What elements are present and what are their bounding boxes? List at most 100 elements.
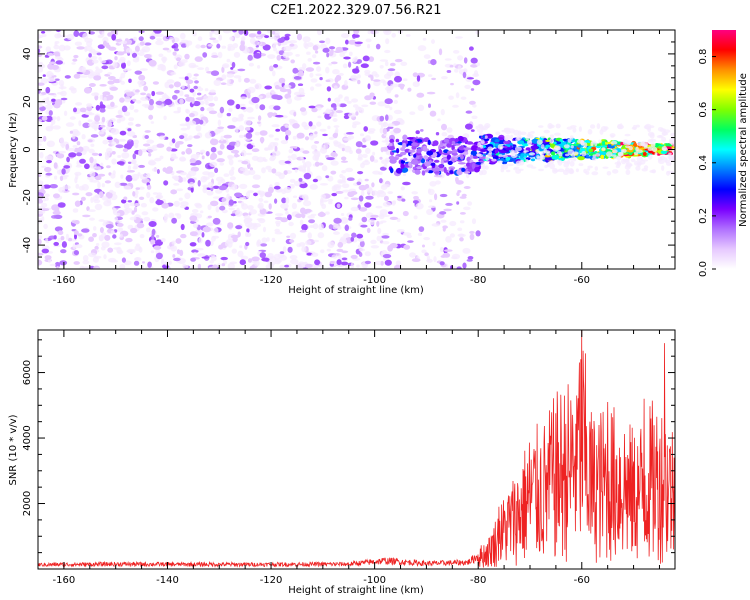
heatmap-cell xyxy=(282,51,290,59)
heatmap-cell xyxy=(325,79,331,83)
heatmap-cell xyxy=(327,125,331,130)
heatmap-cell xyxy=(591,171,599,176)
heatmap-cell xyxy=(303,125,310,130)
heatmap-cell xyxy=(351,98,359,103)
heatmap-cell xyxy=(65,122,75,127)
heatmap-cell xyxy=(544,164,548,169)
heatmap-cell xyxy=(426,208,434,216)
heatmap-cell xyxy=(271,124,280,128)
heatmap-cell xyxy=(421,249,427,254)
heatmap-cell xyxy=(180,127,188,131)
heatmap-cell xyxy=(387,126,394,129)
heatmap-cell xyxy=(654,152,658,156)
heatmap-cell xyxy=(371,71,378,77)
heatmap-cell xyxy=(485,125,490,129)
heatmap-cell xyxy=(58,44,66,52)
heatmap-cell xyxy=(243,77,250,83)
heatmap-cell xyxy=(175,238,182,244)
heatmap-cell xyxy=(472,104,477,108)
heatmap-cell xyxy=(350,74,358,81)
heatmap-cell xyxy=(51,98,56,103)
heatmap-cell xyxy=(212,217,221,225)
heatmap-cell xyxy=(205,239,211,247)
heatmap-cell xyxy=(227,125,236,129)
heatmap-cell xyxy=(43,223,48,230)
heatmap-cell xyxy=(462,262,467,269)
heatmap-cell xyxy=(77,233,83,237)
heatmap-cell xyxy=(290,258,299,265)
heatmap-cell xyxy=(237,250,244,258)
heatmap-cell xyxy=(528,152,536,156)
heatmap-cell xyxy=(308,121,313,127)
heatmap-cell xyxy=(123,203,130,209)
heatmap-cell xyxy=(133,139,140,145)
heatmap-cell xyxy=(226,58,231,63)
heatmap-cell xyxy=(221,263,226,267)
heatmap-cell xyxy=(68,152,77,158)
heatmap-cell xyxy=(416,166,423,170)
heatmap-cell xyxy=(289,43,295,47)
heatmap-cell xyxy=(246,143,254,150)
heatmap-cell xyxy=(141,211,149,216)
heatmap-cell xyxy=(52,210,61,215)
heatmap-cell xyxy=(257,36,262,40)
heatmap-cell xyxy=(330,152,337,157)
heatmap-cell xyxy=(442,157,448,161)
heatmap-cell xyxy=(252,174,261,180)
heatmap-cell xyxy=(119,130,127,136)
heatmap-cell xyxy=(526,134,531,137)
heatmap-cell xyxy=(439,246,444,253)
heatmap-cell xyxy=(394,75,402,83)
heatmap-cell xyxy=(476,154,484,158)
heatmap-cell xyxy=(201,232,205,238)
heatmap-cell xyxy=(391,200,396,206)
heatmap-cell xyxy=(101,116,106,123)
heatmap-cell xyxy=(38,82,45,86)
heatmap-cell xyxy=(170,71,177,76)
heatmap-cell xyxy=(283,186,292,194)
heatmap-cell xyxy=(106,147,113,154)
heatmap-cell xyxy=(325,66,330,74)
heatmap-cell xyxy=(97,34,104,39)
heatmap-cell xyxy=(273,185,281,190)
heatmap-cell xyxy=(292,67,299,74)
heatmap-cell xyxy=(389,216,399,220)
heatmap-cell xyxy=(305,240,312,246)
heatmap-cell xyxy=(46,97,50,101)
heatmap-cell xyxy=(335,127,339,134)
heatmap-cell xyxy=(272,70,276,77)
colorbar-tick-label: 0.8 xyxy=(698,49,709,65)
heatmap-cell xyxy=(197,180,201,187)
heatmap-cell xyxy=(431,39,435,44)
heatmap-cell xyxy=(231,248,237,254)
heatmap-cell xyxy=(185,265,189,269)
heatmap-cell xyxy=(201,155,205,160)
heatmap-cell xyxy=(136,222,145,229)
heatmap-cell xyxy=(214,128,222,134)
heatmap-cell xyxy=(382,232,389,236)
heatmap-cell xyxy=(328,63,333,66)
heatmap-cell xyxy=(172,51,177,56)
heatmap-cell xyxy=(258,197,264,202)
heatmap-cell xyxy=(647,146,654,151)
heatmap-cell xyxy=(351,34,360,38)
heatmap-cell xyxy=(195,44,201,49)
heatmap-cell xyxy=(101,183,105,188)
heatmap-cell xyxy=(377,101,387,107)
heatmap-cell xyxy=(478,132,484,136)
heatmap-cell xyxy=(439,193,448,198)
heatmap-cell xyxy=(367,44,371,49)
heatmap-cell xyxy=(39,106,46,112)
heatmap-cell xyxy=(159,155,164,160)
x-tick-label: -80 xyxy=(470,575,486,586)
heatmap-cell xyxy=(422,244,425,248)
heatmap-cell xyxy=(291,202,297,210)
heatmap-cell xyxy=(172,94,178,100)
heatmap-cell xyxy=(448,166,456,170)
heatmap-cell xyxy=(207,171,215,178)
x-tick-label: -140 xyxy=(156,275,179,286)
heatmap-cell xyxy=(156,38,162,41)
heatmap-cell xyxy=(364,178,369,182)
heatmap-cell xyxy=(464,84,471,89)
heatmap-cell xyxy=(73,73,81,79)
